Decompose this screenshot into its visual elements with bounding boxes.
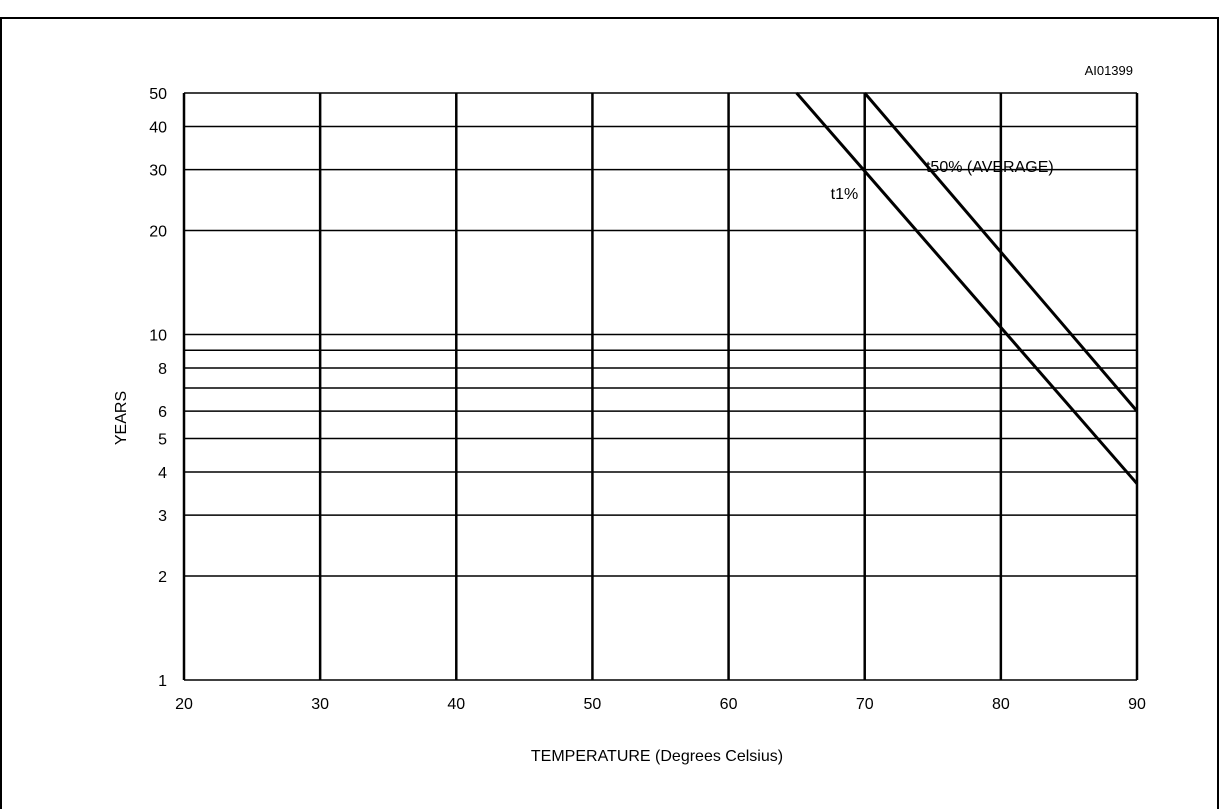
y-axis-label: YEARS (113, 391, 130, 445)
grid-lines (182, 92, 1139, 681)
y-tick-label: 20 (149, 223, 167, 240)
x-tick-label: 50 (584, 696, 602, 713)
series-label: t50% (AVERAGE) (926, 159, 1054, 176)
y-tick-label: 5 (158, 432, 167, 449)
series-line (863, 92, 1139, 413)
x-tick-label: 70 (856, 696, 874, 713)
y-tick-label: 50 (149, 86, 167, 103)
chart-labels: AI01399 TEMPERATURE (Degrees Celsius) YE… (113, 63, 1133, 765)
y-tick-label: 3 (158, 508, 167, 525)
x-tick-label: 80 (992, 696, 1010, 713)
y-tick-label: 2 (158, 569, 167, 586)
figure-code: AI01399 (1085, 63, 1133, 78)
y-tick-label: 10 (149, 327, 167, 344)
y-tick-label: 4 (158, 465, 167, 482)
y-tick-label: 1 (158, 673, 167, 690)
y-tick-label: 30 (149, 163, 167, 180)
retention-chart: t50% (AVERAGE) t1% 1 2 3 4 5 6 8 10 20 30 40 50 20 30 4… (113, 63, 1146, 765)
x-axis-label: TEMPERATURE (Degrees Celsius) (531, 748, 783, 765)
x-tick-label: 60 (720, 696, 738, 713)
series-line (795, 92, 1139, 485)
x-tick-label: 20 (175, 696, 193, 713)
y-tick-label: 8 (158, 361, 167, 378)
figure-caption (0, 0, 1221, 10)
y-tick-label: 6 (158, 404, 167, 421)
tick-labels: 1 2 3 4 5 6 8 10 20 30 40 50 20 30 40 50 60 70 80 90 (149, 86, 1146, 713)
y-tick-label: 40 (149, 119, 167, 136)
x-tick-label: 30 (311, 696, 329, 713)
series-label: t1% (831, 186, 859, 203)
x-tick-label: 90 (1128, 696, 1146, 713)
series-lines: t50% (AVERAGE) t1% (795, 92, 1139, 485)
x-tick-label: 40 (447, 696, 465, 713)
chart-frame: t50% (AVERAGE) t1% 1 2 3 4 5 6 8 10 20 30 40 50 20 30 4… (0, 17, 1219, 809)
